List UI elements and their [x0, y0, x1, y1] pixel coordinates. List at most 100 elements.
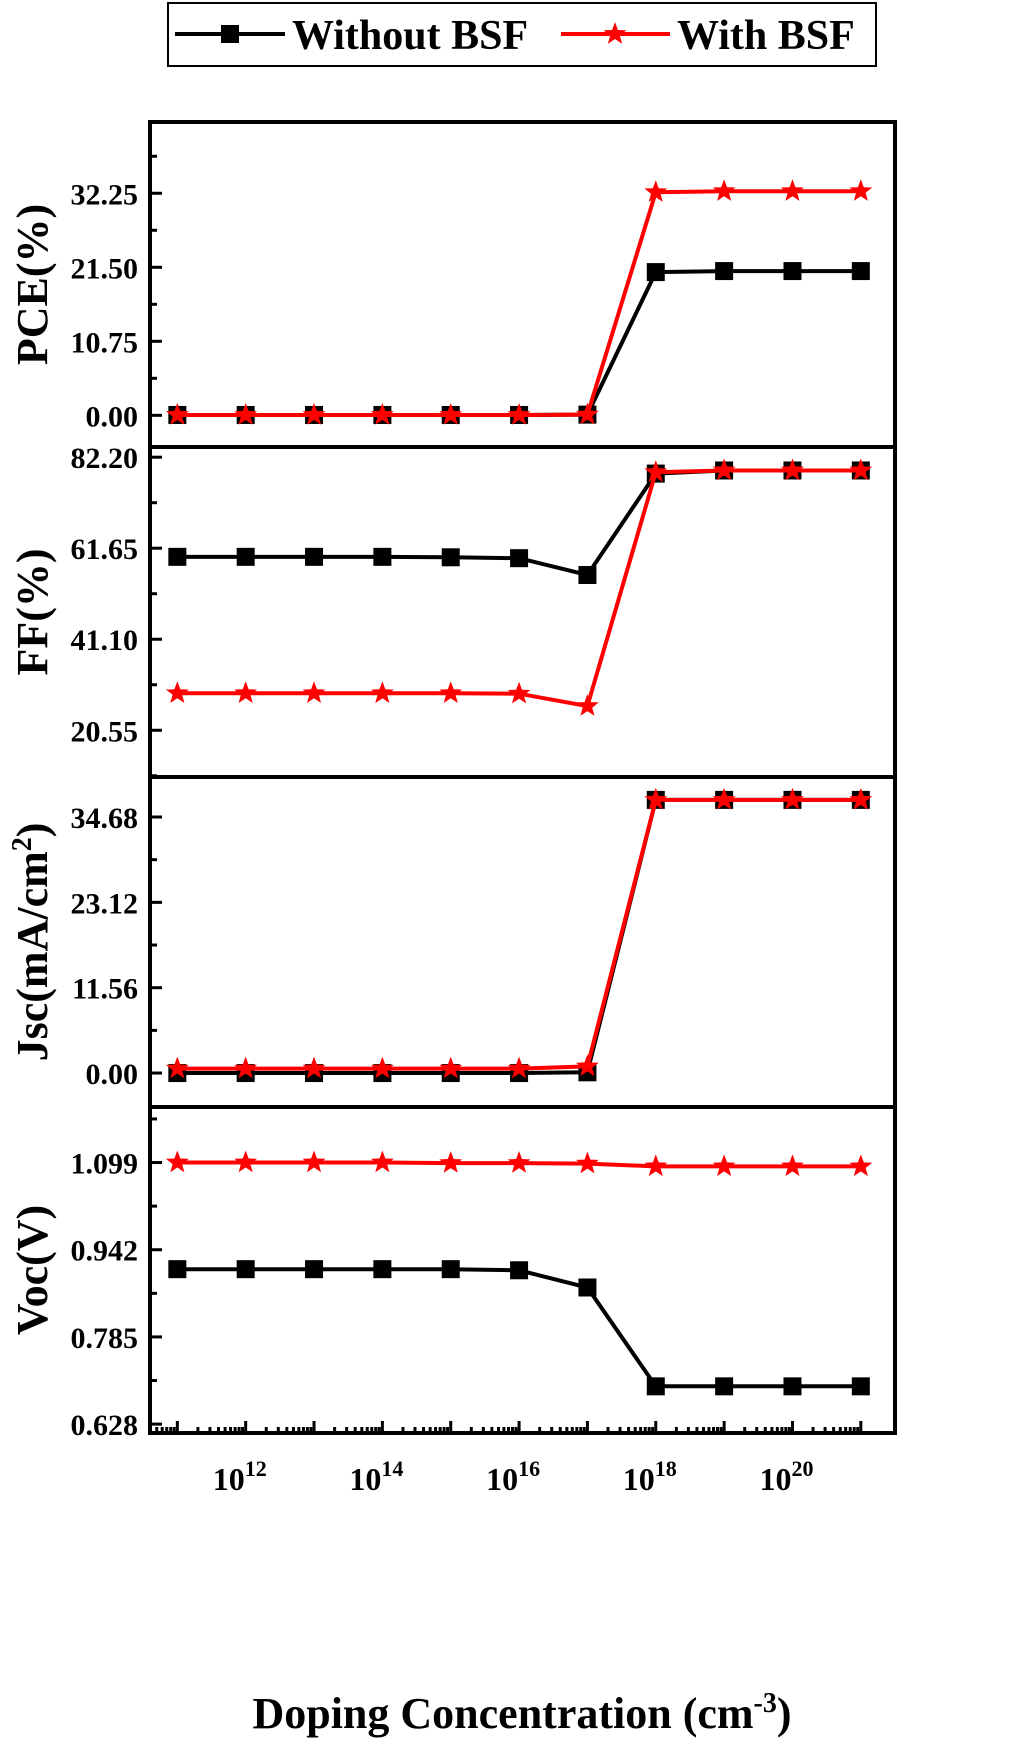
data-point-without-bsf — [578, 566, 597, 585]
data-point-with-bsf — [712, 1154, 736, 1177]
y-tick-label: 10.75 — [71, 326, 139, 359]
x-tick-label-exponent: 20 — [791, 1456, 813, 1481]
legend: Without BSF With BSF — [167, 2, 877, 67]
x-axis-title: Doping Concentration (cm-3) — [252, 1688, 791, 1738]
data-point-without-bsf — [851, 262, 870, 281]
data-point-with-bsf — [849, 787, 873, 810]
data-point-without-bsf — [236, 547, 255, 566]
data-point-without-bsf — [715, 1377, 734, 1396]
data-point-with-bsf — [234, 1056, 258, 1079]
data-point-without-bsf — [305, 1260, 324, 1279]
data-point-with-bsf — [507, 1151, 531, 1173]
y-axis-title-text: Jsc(mA/cm — [8, 851, 57, 1061]
data-point-without-bsf — [168, 1260, 187, 1279]
y-tick-label: 41.10 — [71, 624, 139, 657]
y-axis-title: Jsc(mA/cm2) — [7, 823, 57, 1062]
y-axis-title-text: Voc(V) — [8, 1205, 57, 1335]
x-tick-label-base: 10 — [759, 1461, 791, 1497]
x-tick-label: 1012 — [213, 1456, 267, 1497]
y-tick-label: 20.55 — [71, 715, 139, 748]
data-point-with-bsf — [165, 681, 189, 703]
x-tick-label-exponent: 12 — [245, 1456, 267, 1481]
data-point-without-bsf — [510, 1261, 529, 1280]
x-tick-label-exponent: 18 — [655, 1456, 677, 1481]
chart-panels: 0.00 10.75 21.50 32.25 PCE(%) 20.55 41.10 61.65… — [7, 120, 897, 1442]
data-point-with-bsf — [165, 1056, 189, 1079]
data-point-with-bsf — [234, 681, 258, 703]
data-point-with-bsf — [644, 460, 668, 482]
data-point-with-bsf — [165, 403, 189, 425]
data-point-without-bsf — [646, 263, 665, 282]
data-point-without-bsf — [510, 549, 529, 568]
x-tick-label-exponent: 16 — [518, 1456, 540, 1481]
data-point-with-bsf — [507, 403, 531, 425]
data-point-with-bsf — [371, 681, 394, 703]
series-line-with-bsf — [177, 189, 861, 417]
series-line-without-bsf — [177, 269, 861, 417]
data-point-with-bsf — [371, 1150, 394, 1173]
y-tick-label: 11.56 — [72, 973, 138, 1006]
data-point-with-bsf — [302, 1150, 326, 1173]
data-point-without-bsf — [305, 547, 324, 566]
panel-frame — [148, 120, 897, 449]
panel-frame — [148, 775, 897, 1109]
data-point-with-bsf — [781, 179, 804, 201]
y-axis-title-text: FF(%) — [8, 548, 57, 675]
y-tick-label: 0.00 — [86, 1058, 139, 1091]
y-tick-label: 34.68 — [71, 802, 139, 835]
data-point-with-bsf — [439, 1056, 463, 1079]
y-tick-label: 32.25 — [71, 178, 139, 211]
data-point-without-bsf — [441, 1260, 460, 1279]
data-point-without-bsf — [646, 1377, 665, 1396]
data-point-with-bsf — [439, 1151, 463, 1173]
data-point-without-bsf — [441, 548, 460, 567]
panel-frame — [148, 1105, 897, 1435]
data-point-with-bsf — [165, 1150, 189, 1173]
y-axis-title: PCE(%) — [8, 204, 57, 365]
data-point-without-bsf — [851, 1377, 870, 1396]
data-point-with-bsf — [234, 1150, 258, 1173]
x-tick-label-exponent: 14 — [381, 1456, 403, 1481]
x-axis-title-close: ) — [777, 1689, 792, 1738]
data-point-with-bsf — [644, 787, 668, 810]
data-point-with-bsf — [644, 1154, 668, 1177]
x-tick-label-base: 10 — [486, 1461, 518, 1497]
data-point-with-bsf — [781, 1154, 804, 1177]
x-tick-label-base: 10 — [349, 1461, 381, 1497]
y-axis-title-text: PCE(%) — [8, 204, 57, 365]
panel-frame — [148, 445, 897, 779]
data-point-without-bsf — [236, 1260, 255, 1279]
panel-4: 0.628 0.785 0.942 1.099 Voc(V) — [8, 1105, 897, 1442]
data-point-without-bsf — [373, 1260, 392, 1279]
y-tick-label: 23.12 — [71, 887, 139, 920]
data-point-without-bsf — [783, 1377, 802, 1396]
legend-label-without-bsf: Without BSF — [292, 13, 528, 59]
data-point-with-bsf — [302, 681, 326, 703]
legend-marker-star — [603, 22, 627, 44]
data-point-with-bsf — [302, 1056, 326, 1079]
x-tick-label-base: 10 — [623, 1461, 655, 1497]
panel-3: 0.00 11.56 23.12 34.68 Jsc(mA/cm2) — [7, 775, 897, 1109]
panel-1: 0.00 10.75 21.50 32.25 PCE(%) — [8, 120, 897, 449]
data-point-with-bsf — [439, 403, 463, 425]
data-point-with-bsf — [234, 403, 258, 425]
data-point-with-bsf — [781, 458, 804, 481]
y-tick-label: 0.00 — [86, 400, 139, 433]
y-axis-title-superscript: 2 — [7, 837, 38, 851]
series-line-with-bsf — [177, 468, 861, 709]
data-point-without-bsf — [373, 547, 392, 566]
series-line-with-bsf — [177, 797, 861, 1071]
data-point-with-bsf — [507, 681, 531, 704]
x-tick-label-base: 10 — [213, 1461, 245, 1497]
data-point-with-bsf — [302, 403, 326, 425]
data-point-with-bsf — [371, 1056, 394, 1079]
data-point-with-bsf — [849, 458, 873, 481]
x-tick-label: 1016 — [486, 1456, 540, 1497]
data-point-with-bsf — [849, 179, 873, 201]
data-point-with-bsf — [781, 787, 804, 810]
data-point-without-bsf — [715, 262, 734, 281]
data-point-with-bsf — [576, 1054, 599, 1077]
x-axis-title-superscript: -3 — [754, 1688, 777, 1719]
legend-label-with-bsf: With BSF — [677, 13, 855, 59]
